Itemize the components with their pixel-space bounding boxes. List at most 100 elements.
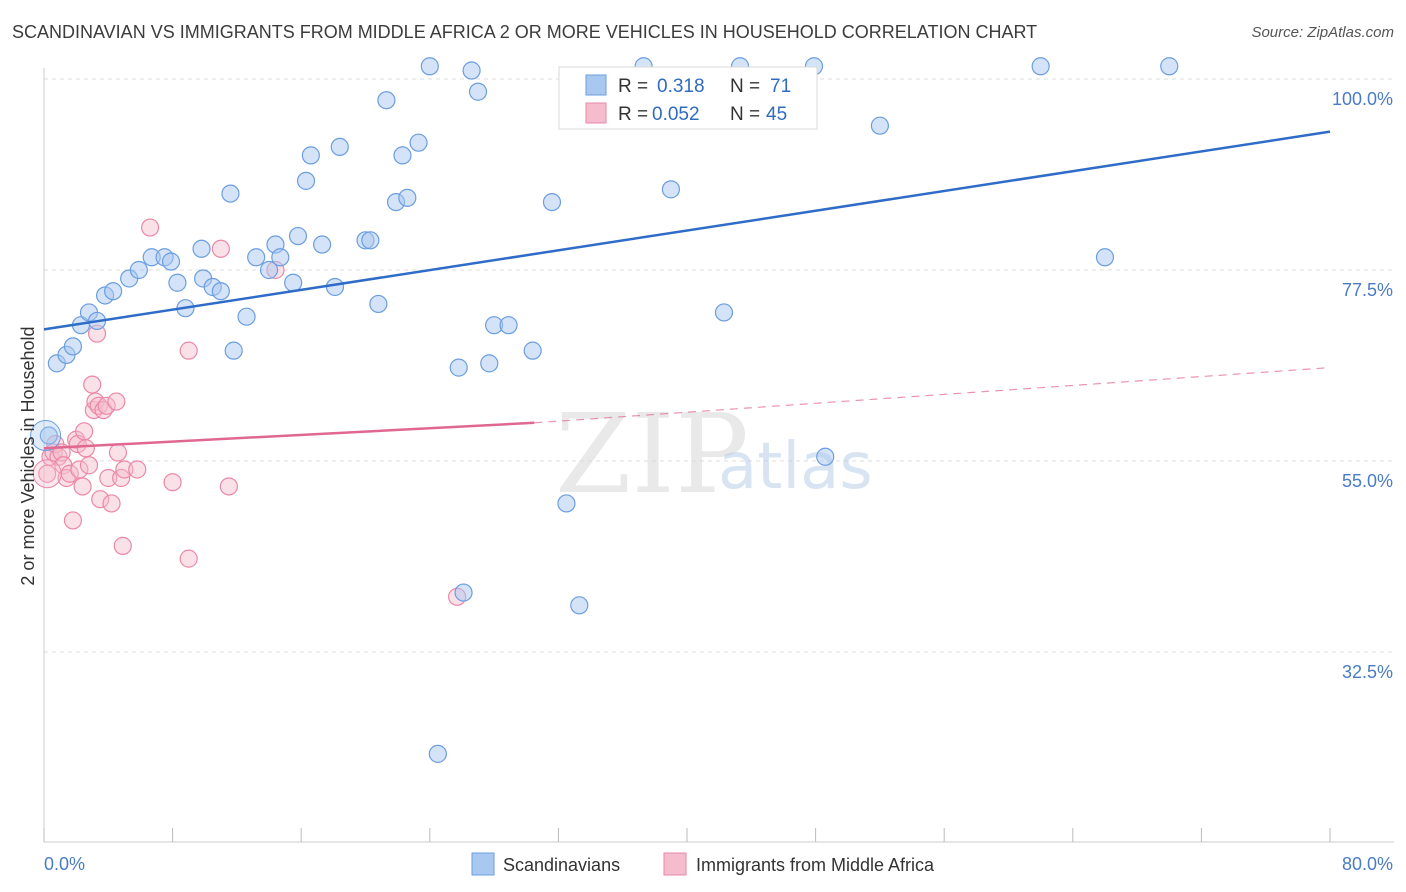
y-tick-label-3: 100.0% [1332,89,1393,109]
point-middle-africa-35 [179,549,198,568]
point-scandinavians-31 [312,235,332,254]
point-scandinavians-3 [63,337,83,356]
point-scandinavians-23 [247,248,266,267]
point-scandinavians-29 [296,171,316,190]
point-middle-africa-38 [219,477,238,496]
y-tick-labels: 32.5% 55.0% 77.5% 100.0% [1332,89,1393,682]
point-scandinavians-21 [224,341,243,360]
point-scandinavians-35 [361,231,380,250]
point-scandinavians-37 [377,91,396,110]
bottom-legend-swatch-middle-africa [663,852,687,876]
point-scandinavians-61 [870,116,890,135]
point-scandinavians-60 [816,447,835,466]
point-scandinavians-14 [168,273,187,292]
legend-r-label-2: R = [618,104,648,125]
point-scandinavians-26 [271,248,290,267]
legend-n-value-1: 71 [770,76,791,97]
watermark-atlas: atlas [718,430,873,504]
top-legend: R = 0.318 N = 71 R = 0.052 N = 45 [558,66,818,130]
legend-swatch-middle-africa [585,102,607,124]
point-scandinavians-8 [104,282,123,301]
point-middle-africa-22 [91,490,110,509]
point-scandinavians-44 [449,358,468,377]
legend-n-value-2: 45 [766,104,787,125]
watermark-zip: ZIP [555,390,749,518]
point-scandinavians-36 [369,294,388,314]
legend-n-label-1: N = [730,76,760,97]
y-axis-label: 2 or more Vehicles in Household [18,326,38,585]
point-scandinavians-41 [409,133,428,152]
source-label: Source: ZipAtlas.com [1251,24,1394,41]
axes [43,68,1394,843]
y-tick-label-1: 55.0% [1342,471,1393,491]
point-middle-africa-36 [179,341,198,360]
point-middle-africa-14 [75,422,94,441]
point-scandinavians-46 [462,61,481,80]
point-scandinavians-45 [454,583,473,602]
point-scandinavians-50 [499,316,518,335]
x-tick-label-max: 80.0% [1342,854,1393,874]
point-scandinavians-33 [330,137,349,157]
bottom-legend-label-scandinavians: Scandinavians [503,855,620,875]
legend-r-label-1: R = [618,76,648,97]
point-scandinavians-42 [420,57,439,76]
bottom-legend-label-middle-africa: Immigrants from Middle Africa [696,855,935,875]
point-scandinavians-48 [480,354,499,373]
point-scandinavians-51 [523,341,542,360]
point-middle-africa-24 [97,396,116,415]
point-scandinavians-24 [259,260,279,280]
point-middle-africa-25 [99,468,118,488]
legend-r-value-1: 0.318 [657,76,705,97]
point-scandinavians-64 [1160,57,1179,76]
point-scandinavians-56 [661,180,681,199]
point-scandinavians-19 [211,282,230,301]
point-scandinavians-63 [1095,248,1115,267]
gridlines [44,78,1394,653]
point-middle-africa-37 [211,239,230,258]
point-middle-africa-31 [115,460,134,479]
point-middle-africa-32 [128,460,147,479]
point-middle-africa-34 [163,473,182,492]
point-scandinavians-43 [428,744,447,763]
chart-title: SCANDINAVIAN VS IMMIGRANTS FROM MIDDLE A… [12,22,1038,42]
x-tick-labels: 0.0% 80.0% [44,854,1393,874]
point-scandinavians-62 [1031,57,1050,76]
point-scandinavians-16 [192,239,211,258]
point-scandinavians-27 [284,273,303,292]
trend-line-middle-africa-extrapolated [534,367,1331,424]
legend-n-label-2: N = [730,104,760,125]
point-scandinavians-32 [325,277,345,297]
point-scandinavians-57 [714,303,734,322]
trend-line-scandinavians [43,130,1331,331]
point-scandinavians-39 [393,146,412,165]
point-scandinavians-13 [161,252,181,271]
watermark: ZIP atlas [555,390,873,518]
point-middle-africa-9 [63,511,83,530]
point-middle-africa-30 [113,536,132,555]
point-scandinavians-40 [398,188,417,207]
point-scandinavians-53 [557,494,576,513]
trend-line-middle-africa [43,421,535,450]
point-scandinavians-54 [570,596,589,615]
y-tick-label-2: 77.5% [1342,280,1393,300]
point-scandinavians-52 [542,192,562,212]
point-middle-africa-28 [108,443,128,462]
point-scandinavians-28 [288,226,308,246]
bottom-legend: Scandinavians Immigrants from Middle Afr… [471,852,935,876]
point-scandinavians-cluster [30,420,62,452]
point-middle-africa-13 [73,477,92,496]
point-middle-africa-26 [102,494,121,513]
legend-r-value-2: 0.052 [652,104,700,125]
point-scandinavians-0 [39,426,58,445]
point-middle-africa-cluster [32,459,62,489]
point-scandinavians-10 [129,260,148,280]
point-middle-africa-17 [83,375,102,394]
series-middle-africa-points [32,218,467,606]
point-scandinavians-47 [468,82,488,101]
point-middle-africa-15 [76,439,95,458]
x-tick-label-min: 0.0% [44,854,85,874]
legend-swatch-scandinavians [585,74,607,96]
point-scandinavians-22 [237,307,256,326]
y-tick-label-0: 32.5% [1342,662,1393,682]
